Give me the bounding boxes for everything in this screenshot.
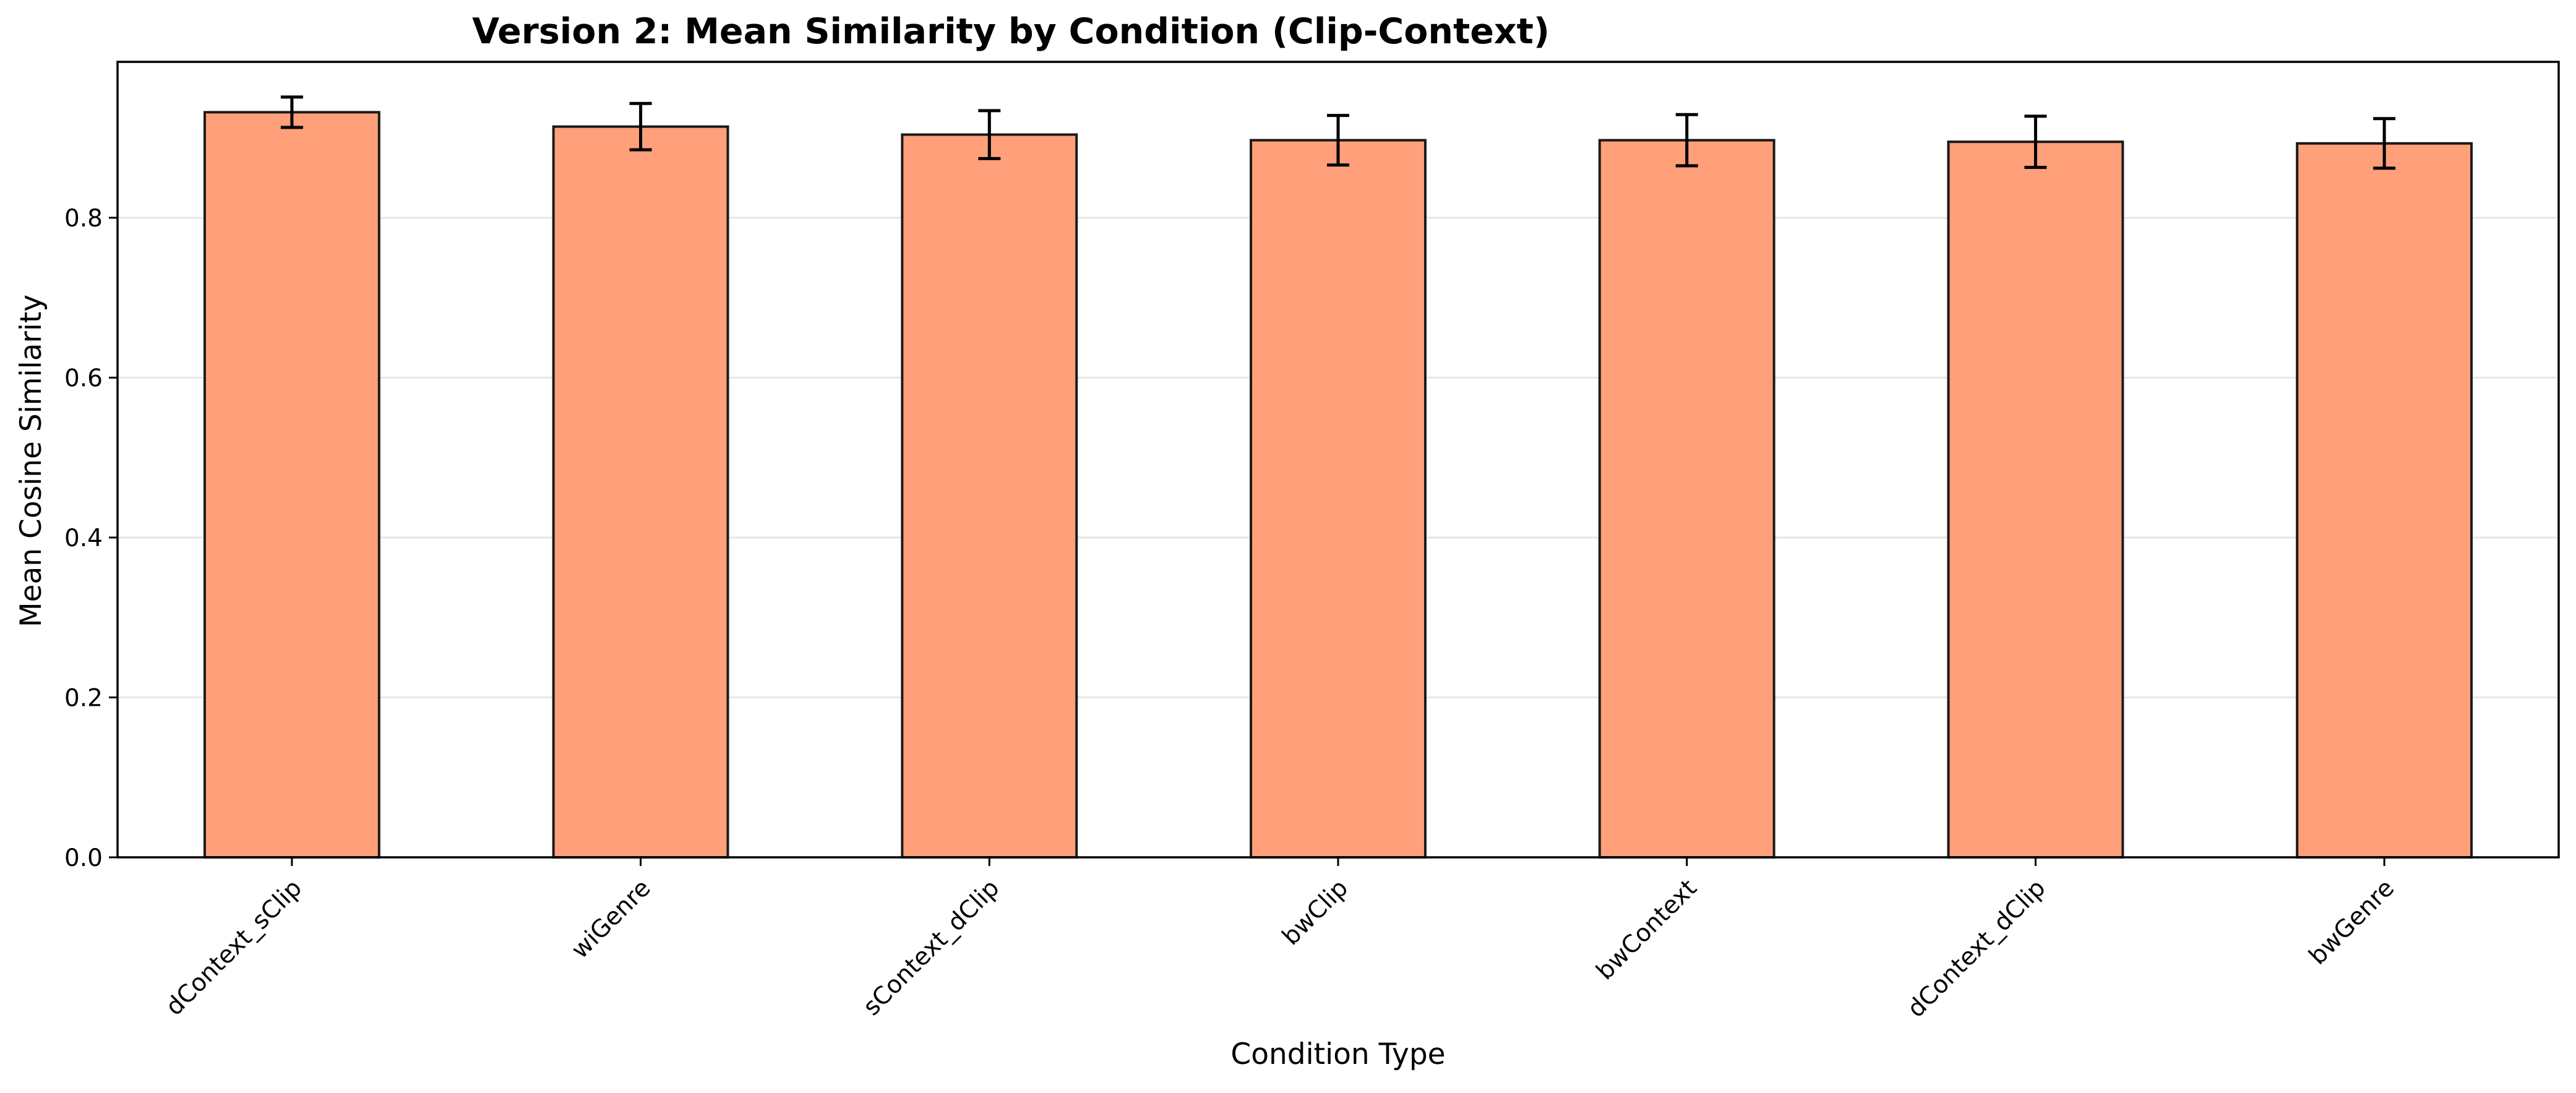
bar-bwContext [1598,139,1775,859]
y-tick-label-0: 0.0 [64,844,103,872]
y-tick-label-4: 0.8 [64,205,103,233]
bar-dContext_sClip [203,111,380,859]
error-bar-bwGenre [2373,117,2396,170]
x-tick-label-bwGenre: bwGenre [2304,874,2400,970]
x-tick-label-bwClip: bwClip [1277,874,1354,951]
x-axis-label: Condition Type [1230,1037,1445,1071]
y-tick-label-1: 0.2 [64,685,103,713]
bar-bwClip [1250,139,1427,859]
error-bar-dContext_dClip [2024,114,2047,169]
bars [203,111,2473,859]
y-tick-label-2: 0.4 [64,525,103,552]
error-bar-sContext_dClip [978,109,1001,160]
error-bars [280,95,2396,170]
bar-wiGenre [552,125,729,859]
x-tick-label-dContext_sClip: dContext_sClip [160,874,307,1021]
x-tick-label-wiGenre: wiGenre [566,874,656,964]
chart-title: Version 2: Mean Similarity by Condition … [472,11,1550,52]
x-tick-label-bwContext: bwContext [1591,874,1702,985]
bar-sContext_dClip [901,133,1078,859]
error-bar-dContext_sClip [280,95,303,129]
error-bar-bwClip [1327,114,1349,167]
error-bar-bwContext [1675,113,1698,168]
x-axis-ticks: dContext_sClip wiGenre sContext_dClip bwCli… [160,857,2400,1023]
y-axis-ticks: 0.0 0.2 0.4 0.6 0.8 [64,205,118,872]
x-tick-label-dContext_dClip: dContext_dClip [1902,874,2051,1023]
x-tick-label-sContext_dClip: sContext_dClip [858,874,1005,1021]
bar-dContext_dClip [1947,140,2124,859]
y-tick-label-3: 0.6 [64,365,103,393]
y-axis-label: Mean Cosine Similarity [14,294,48,627]
bar-bwGenre [2296,142,2473,859]
error-bar-wiGenre [629,101,652,152]
